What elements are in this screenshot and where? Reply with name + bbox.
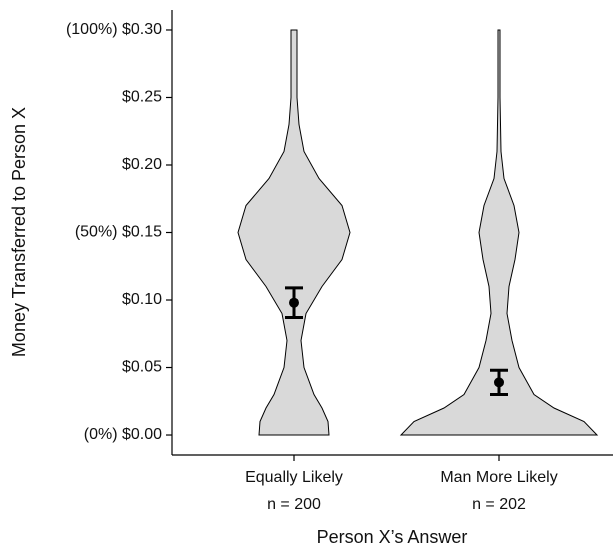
y-tick-label: $0.25 bbox=[122, 89, 162, 106]
x-tick-sublabel: n = 200 bbox=[267, 496, 321, 513]
y-tick-label: (0%) $0.00 bbox=[84, 426, 162, 443]
violin bbox=[399, 29, 599, 436]
mean-point bbox=[494, 377, 504, 388]
violin bbox=[237, 29, 351, 436]
y-tick-label: $0.10 bbox=[122, 291, 162, 308]
x-tick-label: Equally Likely bbox=[245, 469, 343, 486]
y-tick-label: (100%) $0.30 bbox=[66, 21, 162, 38]
y-tick-label: (50%) $0.15 bbox=[75, 224, 162, 241]
y-tick-label: $0.05 bbox=[122, 359, 162, 376]
x-axis-title: Person X’s Answer bbox=[317, 527, 468, 547]
x-tick-label: Man More Likely bbox=[440, 469, 557, 486]
mean-point bbox=[289, 297, 299, 308]
x-tick-sublabel: n = 202 bbox=[472, 496, 526, 513]
y-tick-label: $0.20 bbox=[122, 156, 162, 173]
y-axis-title: Money Transferred to Person X bbox=[9, 107, 29, 357]
